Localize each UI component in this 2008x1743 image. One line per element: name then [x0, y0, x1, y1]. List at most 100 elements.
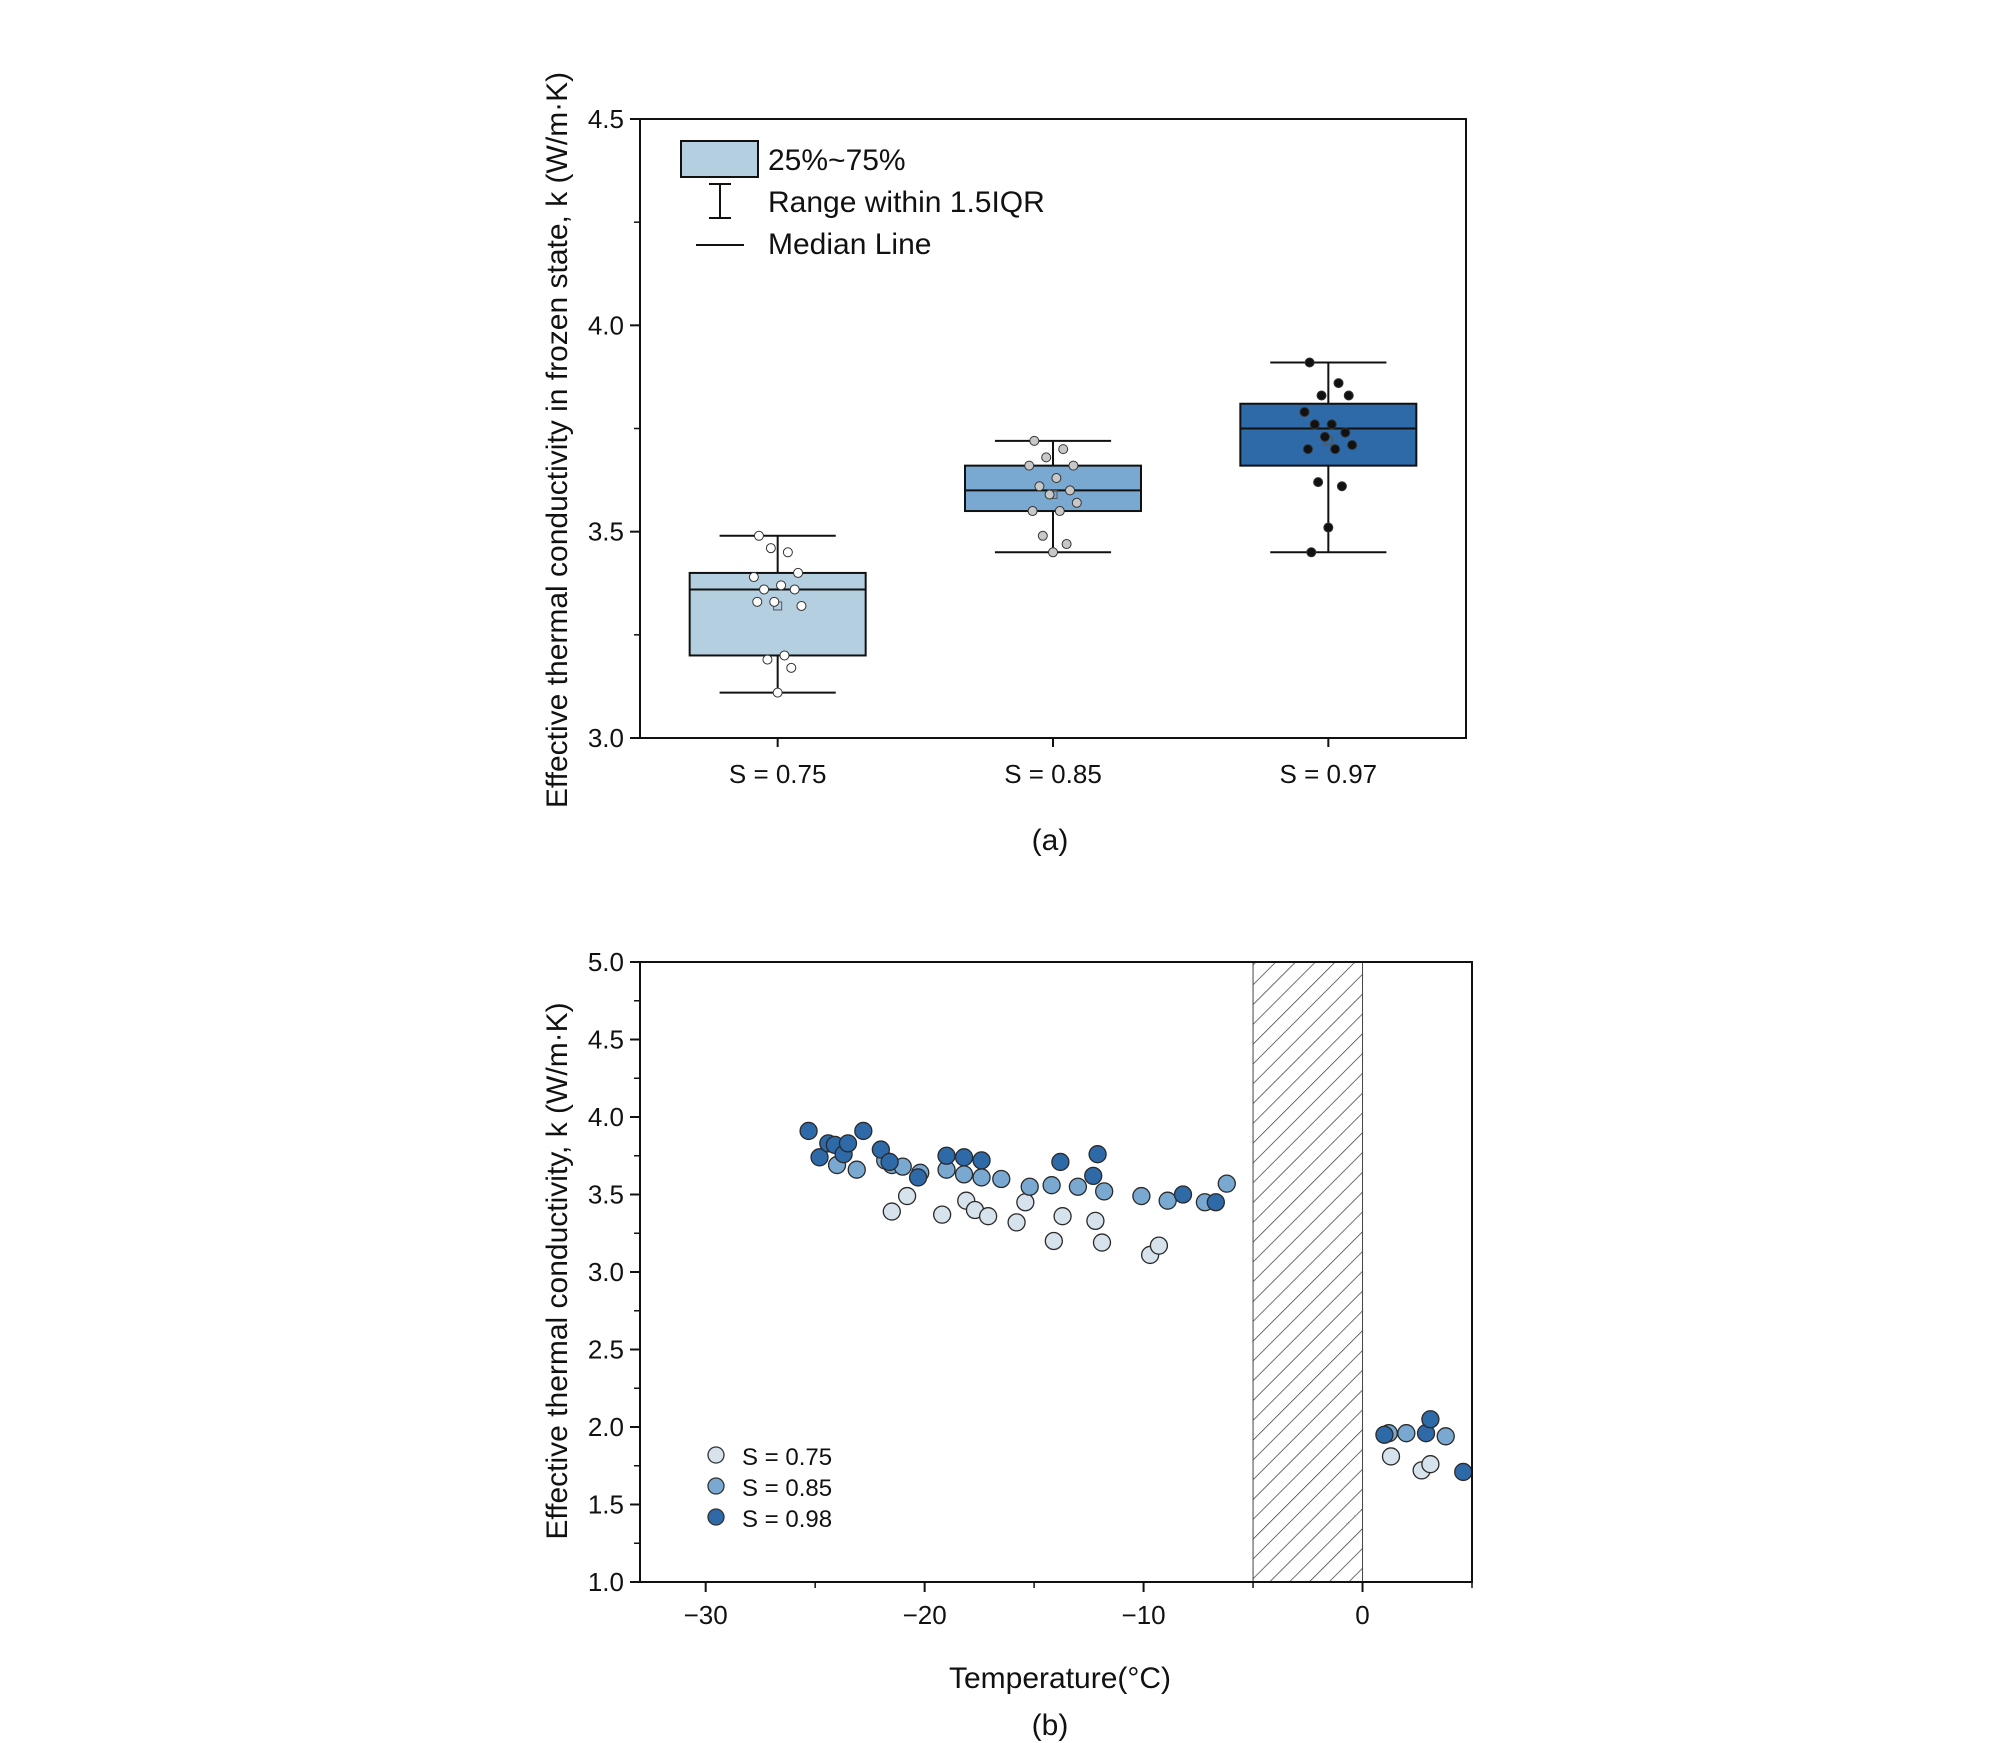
data-point [752, 596, 763, 607]
data-point [762, 654, 773, 665]
data-point [1044, 489, 1055, 500]
y-tick-label: 3.5 [588, 1180, 624, 1210]
data-point [753, 530, 764, 541]
box-3 [1239, 357, 1418, 558]
y-axis-a: S = 0.75 S = 0.85 S = 0.97 3.0 3.5 4.0 4.5 [588, 104, 1377, 789]
data-point [1309, 419, 1320, 430]
x-tick-label: S = 0.97 [1280, 759, 1378, 789]
data-point [1347, 440, 1358, 451]
scatter-point [1042, 1176, 1061, 1195]
scatter-point [1421, 1410, 1440, 1429]
scatter-point [972, 1151, 991, 1170]
scatter-point [1132, 1186, 1151, 1206]
legend-label-whisker: Range within 1.5IQR [768, 186, 1045, 219]
scatter-point [1044, 1231, 1063, 1251]
data-point [1024, 460, 1035, 471]
legend-marker-s098 [707, 1508, 725, 1526]
scatter-point [954, 1165, 974, 1184]
legend-label-s085: S = 0.85 [742, 1475, 832, 1502]
x-axis-title-b: Temperature(°C) [949, 1662, 1171, 1695]
y-tick-label: 4.0 [588, 310, 624, 340]
x-tick-label: 0 [1355, 1600, 1369, 1630]
y-tick-label: 3.0 [588, 723, 624, 753]
y-tick-label: 1.0 [588, 1567, 624, 1597]
y-tick-label: 2.5 [588, 1335, 624, 1365]
data-point [759, 584, 770, 595]
legend-label-s075: S = 0.75 [742, 1444, 832, 1471]
scatter-point [1375, 1425, 1394, 1444]
series-3 [799, 1121, 1473, 1482]
data-point [769, 596, 780, 607]
scatter-point [1436, 1427, 1455, 1446]
x-tick-label: −30 [684, 1600, 728, 1630]
data-point [779, 650, 790, 661]
scatter-point [937, 1146, 956, 1165]
scatter-point [1007, 1213, 1026, 1232]
data-point [1333, 378, 1344, 389]
x-tick-label: S = 0.85 [1004, 759, 1102, 789]
data-point [772, 687, 783, 698]
scatter-panel: −30 −20 −10 0 1.0 1.5 2.0 2.5 3.0 3.5 4.0 4.5 5.0 S … [541, 947, 1473, 1742]
panel-caption-a: (a) [1032, 824, 1069, 857]
data-point [1051, 473, 1062, 484]
scatter-point [908, 1168, 928, 1187]
data-point [1041, 452, 1052, 463]
data-point [1326, 419, 1337, 430]
scatter-point [992, 1169, 1011, 1189]
iqr-box [964, 464, 1142, 513]
y-axis-title-a: Effective thermal conductivity in frozen… [541, 72, 574, 808]
box-plot-marks [688, 357, 1418, 698]
axes-b: −30 −20 −10 0 1.0 1.5 2.0 2.5 3.0 3.5 4.0 4.5 5.0 [588, 947, 1473, 1630]
data-point [1061, 539, 1072, 550]
data-point [1336, 481, 1347, 492]
scatter-point [1084, 1166, 1103, 1186]
data-point [1306, 547, 1317, 558]
panel-caption-b: (b) [1032, 1709, 1069, 1742]
scatter-point [847, 1160, 866, 1179]
data-point [748, 572, 759, 583]
scatter-point [838, 1134, 858, 1153]
scatter-point [1095, 1182, 1114, 1201]
legend-box-swatch [680, 140, 759, 178]
hatched-transition-region [1252, 961, 1364, 1583]
data-point [1340, 427, 1351, 438]
data-point [1330, 444, 1341, 455]
y-tick-label: 1.5 [588, 1490, 624, 1520]
scatter-point [882, 1202, 901, 1221]
scatter-marks [799, 1121, 1473, 1482]
scatter-point [932, 1205, 952, 1224]
scatter-point [972, 1168, 991, 1187]
scatter-point [1020, 1177, 1039, 1196]
scatter-point [1381, 1447, 1401, 1466]
y-tick-label: 4.0 [588, 1102, 624, 1132]
scatter-point [954, 1148, 974, 1167]
legend-a: 25%~75% Range within 1.5IQR Median Line [680, 140, 1045, 261]
data-point [1027, 506, 1038, 517]
data-point [765, 543, 776, 554]
data-point [782, 547, 793, 558]
data-point [1071, 497, 1082, 508]
scatter-point [871, 1140, 890, 1159]
legend-label-median: Median Line [768, 228, 931, 261]
scatter-point [880, 1152, 899, 1172]
data-point [1319, 431, 1330, 442]
scatter-point [1206, 1193, 1225, 1212]
scatter-point [1173, 1185, 1193, 1204]
scatter-point [810, 1148, 829, 1167]
y-axis-title-b: Effective thermal conductivity, k (W/m·K… [541, 1002, 574, 1539]
x-tick-label: −10 [1122, 1600, 1166, 1630]
box-plot-panel: S = 0.75 S = 0.85 S = 0.97 3.0 3.5 4.0 4.5 25%… [541, 72, 1467, 857]
scatter-point [1068, 1177, 1088, 1196]
legend-label-s098: S = 0.98 [742, 1506, 832, 1533]
legend-marker-s075 [707, 1446, 725, 1464]
scatter-point [1397, 1424, 1416, 1443]
y-tick-label: 4.5 [588, 1025, 624, 1055]
legend-b: S = 0.75 S = 0.85 S = 0.98 [707, 1444, 832, 1533]
scatter-point [1454, 1462, 1473, 1482]
data-point [1029, 435, 1040, 446]
data-point [1065, 485, 1075, 496]
data-point [1343, 390, 1354, 401]
data-point [1302, 444, 1313, 455]
scatter-point [897, 1186, 917, 1206]
legend-label-box: 25%~75% [768, 144, 906, 177]
